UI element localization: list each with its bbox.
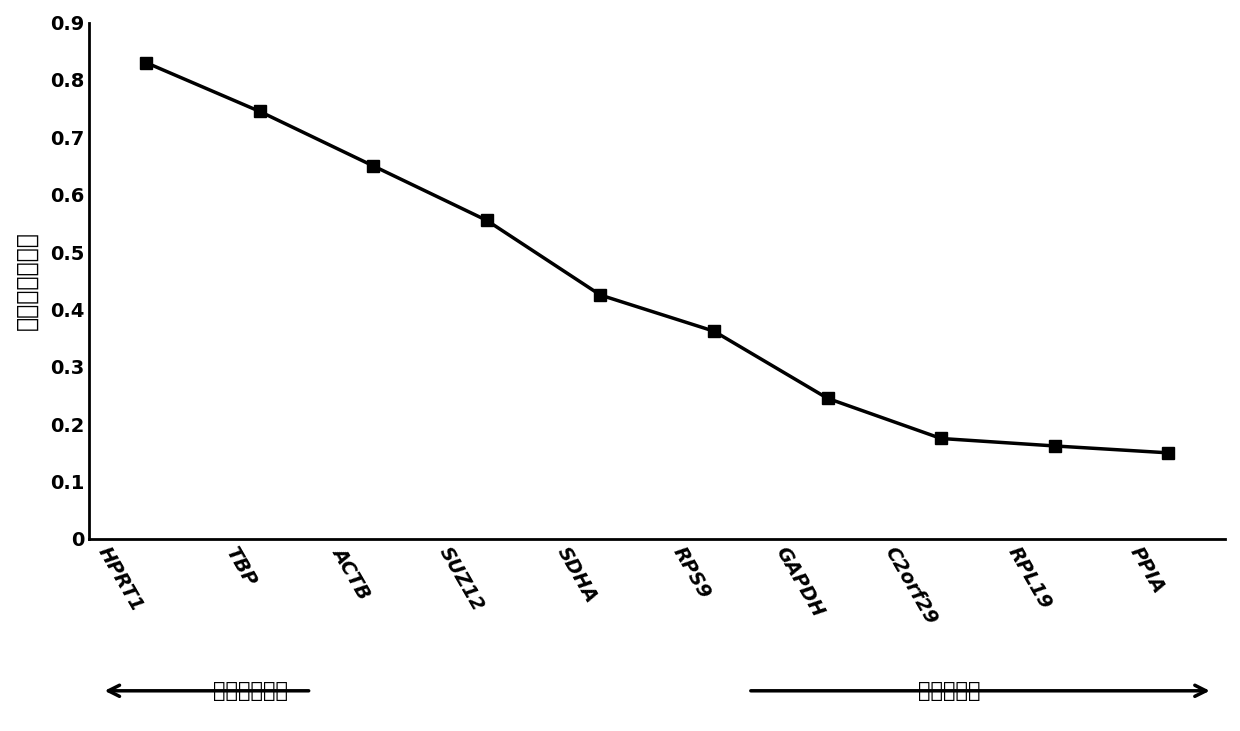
- Y-axis label: 平均表达稳定性: 平均表达稳定性: [15, 231, 38, 330]
- Text: 最不稳定基因: 最不稳定基因: [212, 681, 288, 701]
- Text: 最稳定基因: 最稳定基因: [918, 681, 981, 701]
